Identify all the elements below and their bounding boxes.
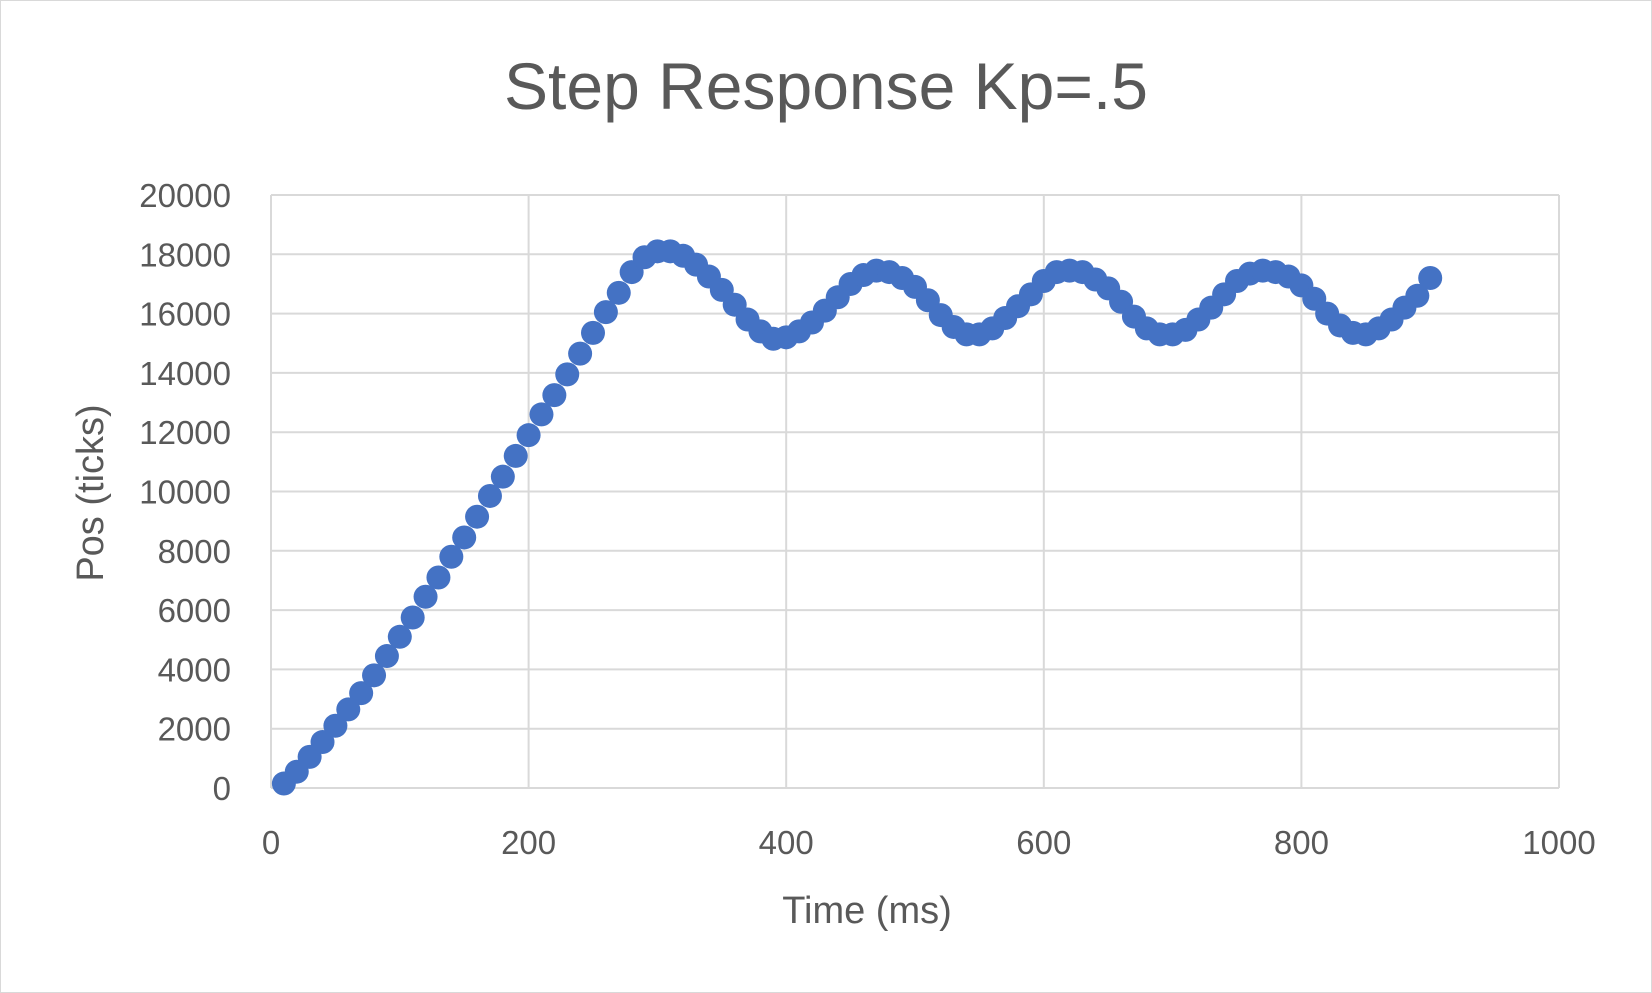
data-points (271, 239, 1443, 796)
data-point (374, 644, 399, 669)
x-tick-label: 0 (262, 824, 280, 861)
data-point (349, 681, 374, 706)
y-tick-label: 10000 (139, 474, 231, 511)
data-point (555, 362, 580, 387)
data-point (581, 320, 605, 345)
data-point (439, 544, 464, 569)
data-point (606, 280, 631, 305)
x-tick-label: 200 (501, 824, 556, 861)
y-tick-label: 0 (213, 770, 231, 807)
x-tick-label: 1000 (1522, 824, 1595, 861)
x-tick-label: 600 (1016, 824, 1071, 861)
data-point (529, 402, 554, 427)
y-axis-tick-labels: 0 2000 4000 6000 8000 10000 12000 14000 16000 180… (139, 177, 231, 807)
data-point (593, 300, 618, 325)
x-axis-tick-labels: 0 200 400 600 800 1000 (262, 824, 1596, 861)
data-point (542, 383, 567, 408)
data-point (465, 504, 490, 529)
y-axis-title: Pos (ticks) (70, 404, 112, 581)
y-tick-label: 14000 (139, 355, 231, 392)
data-point (426, 565, 451, 590)
data-point (336, 697, 361, 722)
data-point (362, 663, 387, 688)
y-tick-label: 4000 (158, 651, 231, 688)
data-point (323, 713, 348, 738)
y-tick-label: 6000 (158, 592, 231, 629)
data-point (310, 730, 335, 755)
chart-title: Step Response Kp=.5 (504, 49, 1148, 123)
y-tick-label: 18000 (139, 236, 231, 273)
data-point (1418, 266, 1443, 291)
x-tick-label: 400 (759, 824, 814, 861)
data-point (413, 584, 438, 609)
y-tick-label: 2000 (158, 711, 231, 748)
data-point (516, 423, 541, 448)
y-tick-label: 20000 (139, 177, 231, 214)
x-axis-title: Time (ms) (782, 890, 952, 932)
data-point (490, 464, 515, 489)
data-point (503, 443, 528, 468)
x-tick-label: 800 (1274, 824, 1329, 861)
data-point (568, 341, 593, 366)
y-tick-label: 8000 (158, 533, 231, 570)
y-tick-label: 16000 (139, 296, 231, 333)
data-point (477, 483, 502, 508)
data-point (387, 624, 412, 649)
y-tick-label: 12000 (139, 414, 231, 451)
data-point (400, 605, 425, 630)
data-point (1405, 283, 1430, 308)
data-point (452, 525, 477, 550)
